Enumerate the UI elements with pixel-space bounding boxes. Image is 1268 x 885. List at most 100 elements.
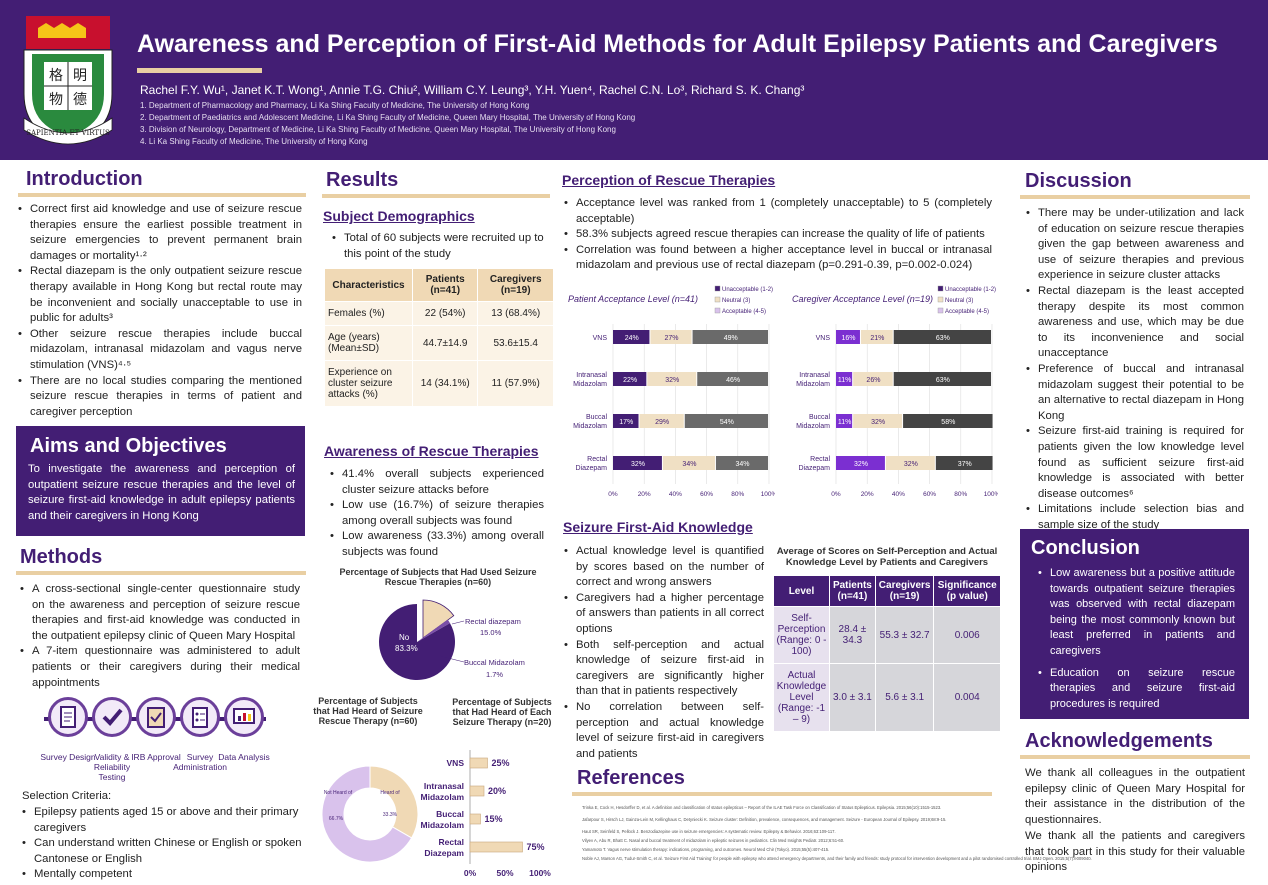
- bar-value-label: 32%: [631, 461, 645, 468]
- stacked-bar-segment: [853, 372, 893, 386]
- bar-value-label: 17%: [619, 419, 633, 426]
- table-cell: 11 (57.9%): [477, 360, 554, 407]
- aims-text: To investigate the awareness and percept…: [28, 463, 295, 522]
- bar-value-label: 26%: [866, 377, 880, 384]
- perception-bullet: Acceptance level was ranked from 1 (comp…: [564, 196, 992, 227]
- bar-value-label: 22%: [623, 377, 637, 384]
- donut-label: Not Heard of: [324, 790, 353, 796]
- heard-bar-title: Percentage of Subjects that Had Heard of…: [452, 697, 552, 727]
- methods-bullet: A cross-sectional single-center question…: [20, 582, 300, 644]
- stacked-bar-segment: [692, 330, 768, 344]
- donut-value: 33.3%: [383, 812, 398, 818]
- stacked-bar-segment: [836, 372, 853, 386]
- bar-value-label: 32%: [871, 419, 885, 426]
- references-heading: References: [577, 767, 685, 789]
- tick-label: 80%: [731, 491, 744, 498]
- bar-category: Buccal: [809, 414, 830, 421]
- knowledge-bullet: Actual knowledge level is quantified by …: [564, 544, 764, 591]
- criteria-bullet: Epilepsy patients aged 15 or above and t…: [22, 805, 304, 836]
- irb-approval-icon: [136, 697, 176, 737]
- bar-category: Midazolam: [573, 381, 607, 388]
- caregiver-chart-title: Caregiver Acceptance Level (n=19): [792, 294, 933, 304]
- methods-heading-bar: [16, 571, 306, 575]
- stacked-bar-segment: [836, 414, 853, 428]
- legend-label: Acceptable (4-5): [945, 309, 989, 315]
- survey-design-icon: [48, 697, 88, 737]
- step-label: Data Analysis: [218, 752, 270, 762]
- tick-label: 0%: [831, 491, 841, 498]
- conclusion-box: Conclusion Low awareness but a positive …: [1020, 529, 1249, 719]
- knowledge-heading: Seizure First-Aid Knowledge: [563, 519, 753, 535]
- pie-chart-title: Percentage of Subjects that Had Used Sei…: [339, 567, 537, 587]
- conclusion-list: Low awareness but a positive attitude to…: [1020, 560, 1249, 712]
- methods-bullet: A 7-item questionnaire was administered …: [20, 644, 300, 691]
- crest-char-3: 物: [49, 92, 63, 108]
- bar-value-label: 37%: [958, 461, 972, 468]
- ack-heading: Acknowledgements: [1025, 730, 1213, 752]
- patient-chart-title: Patient Acceptance Level (n=41): [568, 294, 698, 304]
- bar-category: VNS: [447, 758, 465, 768]
- tick-label: 100%: [529, 868, 551, 878]
- tick-label: 40%: [892, 491, 905, 498]
- intro-list: Correct first aid knowledge and use of s…: [18, 202, 302, 420]
- stacked-bar-segment: [613, 330, 650, 344]
- tick-label: 50%: [496, 868, 513, 878]
- bar-value-label: 20%: [488, 786, 506, 796]
- bar-category: Midazolam: [421, 820, 465, 830]
- conclusion-bullet: Education on seizure rescue therapies an…: [1038, 666, 1235, 713]
- reference-item: Yamamoto T. Vagus nerve stimulation ther…: [582, 847, 830, 852]
- perception-heading: Perception of Rescue Therapies: [562, 172, 776, 188]
- tick-label: 20%: [638, 491, 651, 498]
- stacked-bar-segment: [903, 414, 993, 428]
- results-heading: Results: [326, 169, 399, 191]
- bar-value-label: 11%: [838, 419, 852, 426]
- discussion-bullet: Limitations include selection bias and s…: [1026, 502, 1244, 533]
- crest-motto: SAPIENTIA ET VIRTUS: [26, 129, 110, 137]
- conclusion-heading: Conclusion: [1031, 537, 1140, 559]
- bar-value-label: 15%: [485, 814, 503, 824]
- reference-item: Trinka E, Cock H, Hesdorffer D, et al. A…: [582, 805, 942, 810]
- demographics-heading: Subject Demographics: [323, 208, 475, 224]
- table-header: Characteristics: [324, 268, 413, 302]
- university-crest-icon: 格 明 物 德 SAPIENTIA ET VIRTUS: [23, 16, 113, 145]
- header-banner: [0, 0, 1268, 160]
- bar-value-label: 21%: [870, 335, 884, 342]
- knowledge-bullet: Caregivers had a higher percentage of an…: [564, 591, 764, 638]
- legend-label: Neutral (3): [722, 298, 750, 304]
- stacked-bar-segment: [885, 456, 935, 470]
- bar-category: Rectal: [587, 456, 607, 463]
- used-therapy-pie-chart: No 83.3% Rectal diazepam 15.0% Buccal Midazo…: [379, 599, 525, 680]
- stacked-bar-segment: [662, 456, 715, 470]
- table-row: Experience on cluster seizure attacks (%…: [324, 360, 554, 407]
- table-cell: Females (%): [324, 301, 413, 326]
- crest-char-1: 格: [49, 68, 63, 84]
- aims-box: Aims and Objectives To investigate the a…: [16, 426, 305, 536]
- stacked-bar-segment: [853, 414, 903, 428]
- intro-bullet: Other seizure rescue therapies include b…: [18, 327, 302, 374]
- bar-value-label: 46%: [726, 377, 740, 384]
- table-cell: 0.006: [933, 606, 1001, 664]
- checkmark-icon: [92, 697, 132, 737]
- bar-category: Buccal: [436, 809, 464, 819]
- table-cell: 53.6±15.4: [477, 325, 554, 361]
- bar-category: Midazolam: [421, 792, 465, 802]
- perception-list: Acceptance level was ranked from 1 (comp…: [564, 196, 992, 274]
- discussion-list: There may be under-utilization and lack …: [1026, 206, 1244, 533]
- bar-category: Intranasal: [576, 372, 607, 379]
- table-cell: 44.7±14.9: [411, 325, 479, 361]
- perception-bullet: Correlation was found between a higher a…: [564, 243, 992, 274]
- pie-value: 1.7%: [486, 670, 503, 679]
- knowledge-list: Actual knowledge level is quantified by …: [564, 544, 764, 762]
- table-row: Self-Perception (Range: 0 - 100) 28.4 ± …: [773, 606, 1001, 664]
- bar-category: Rectal: [438, 837, 464, 847]
- donut-label: Heard of: [380, 790, 400, 796]
- pie-label: No: [399, 633, 410, 642]
- stacked-bar-segment: [836, 456, 885, 470]
- stacked-bar-segment: [697, 372, 768, 386]
- criteria-list: Epilepsy patients aged 15 or above and t…: [22, 805, 304, 883]
- reference-item: Jafarpour S, Hirsch LJ, Gainza-Lein M, K…: [582, 817, 947, 822]
- stacked-bar-segment: [893, 330, 991, 344]
- tick-label: 20%: [861, 491, 874, 498]
- discussion-bullet: There may be under-utilization and lack …: [1026, 206, 1244, 284]
- stacked-bar-segment: [613, 414, 639, 428]
